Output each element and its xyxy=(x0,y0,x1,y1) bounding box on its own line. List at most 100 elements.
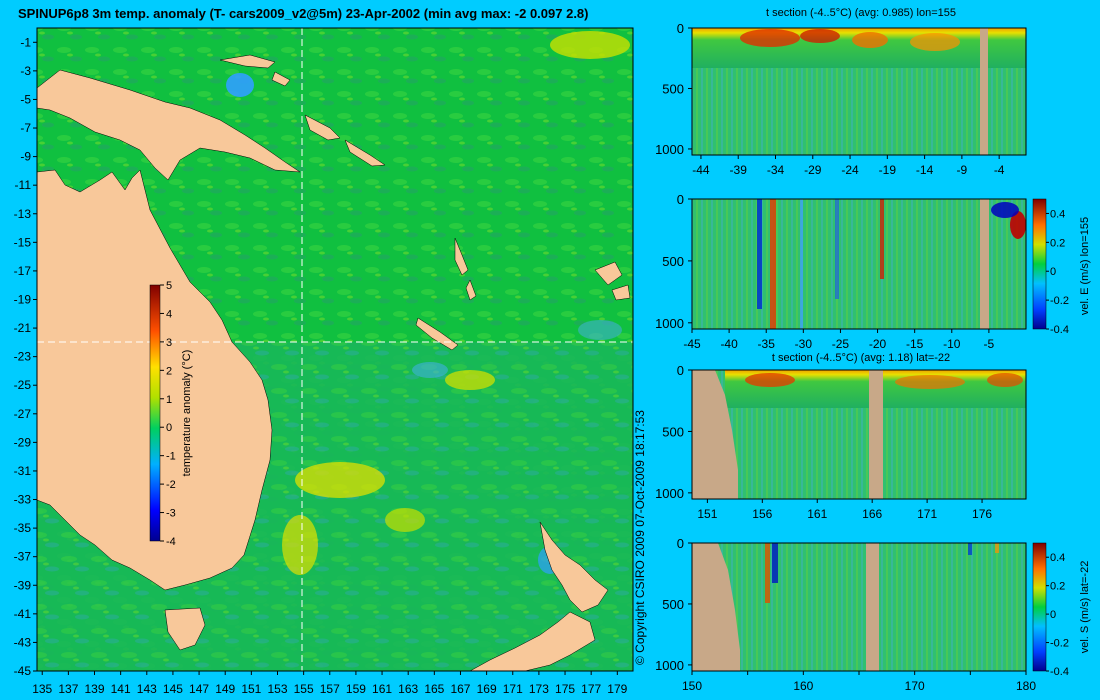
x-tick-label: 159 xyxy=(346,682,366,696)
x-tick-label: 143 xyxy=(137,682,157,696)
x-tick-label: -40 xyxy=(720,337,738,351)
panel2-streak-neg xyxy=(757,199,762,309)
colorbar-tick-label: -4 xyxy=(166,536,176,548)
land-solomon-islands xyxy=(304,114,386,167)
land-tasmania xyxy=(164,607,206,651)
y-tick-label: -29 xyxy=(14,435,32,449)
colorbar-tick-label: 0 xyxy=(1050,266,1056,278)
panel3-warm-core xyxy=(895,375,965,389)
y-tick-label: -35 xyxy=(14,521,32,535)
colorbar-tick-label: -0.2 xyxy=(1050,295,1069,307)
map-title: SPINUP6p8 3m temp. anomaly (T- cars2009_… xyxy=(18,6,589,21)
panel3-frame xyxy=(691,369,1027,500)
y-tick-label: -5 xyxy=(20,92,31,106)
panel4-land-mask xyxy=(692,543,740,671)
cool-anomaly xyxy=(226,73,254,97)
cool-anomaly xyxy=(412,362,448,378)
y-tick-label: 0 xyxy=(677,192,684,207)
panel3-warm-core xyxy=(987,373,1023,387)
y-tick-label: -45 xyxy=(14,664,32,678)
panel1-plot xyxy=(691,27,1027,156)
y-tick-label: 500 xyxy=(662,597,684,612)
x-tick-label: -15 xyxy=(906,337,924,351)
panel2-axes: 0 500 1000 -45 -40 -35 -30 -25 -20 -15 -10 -5 xyxy=(655,192,994,351)
colorbar-ticks: 0.4 0.2 0 -0.2 -0.4 xyxy=(1046,208,1069,336)
colorbar-label: temperature anomaly (°C) xyxy=(181,350,193,477)
x-tick-label: 156 xyxy=(752,507,772,521)
y-tick-label: -19 xyxy=(14,292,32,306)
x-tick-label: 150 xyxy=(682,679,702,693)
panel3-land-mask xyxy=(869,370,883,499)
x-tick-label: -10 xyxy=(943,337,961,351)
colorbar-tick-label: -0.4 xyxy=(1050,666,1069,678)
y-tick-label: 500 xyxy=(662,424,684,439)
x-tick-label: -19 xyxy=(879,163,897,177)
panel2-plot xyxy=(691,198,1027,330)
warm-anomaly xyxy=(385,508,425,532)
panel1-warm-core xyxy=(852,32,888,48)
x-tick-label: -14 xyxy=(916,163,934,177)
x-tick-label: 151 xyxy=(697,507,717,521)
colorbar-label: vel. E (m/s) lon=155 xyxy=(1079,217,1091,315)
y-tick-label: 1000 xyxy=(655,486,684,501)
y-tick-label: -31 xyxy=(14,464,32,478)
colorbar-gradient xyxy=(1032,542,1047,672)
x-tick-label: 145 xyxy=(163,682,183,696)
panel4-plot xyxy=(691,542,1027,672)
x-tick-label: -9 xyxy=(957,163,968,177)
panel2-frame xyxy=(691,198,1027,330)
x-tick-label: 175 xyxy=(555,682,575,696)
y-tick-label: -41 xyxy=(14,607,32,621)
panel1-land-mask xyxy=(980,28,988,155)
x-tick-label: 166 xyxy=(862,507,882,521)
panel4-axes: 0 500 1000 150 160 170 180 xyxy=(655,536,1036,693)
x-tick-label: 161 xyxy=(372,682,392,696)
panel2-streak-pos xyxy=(770,199,776,329)
x-tick-label: -29 xyxy=(804,163,822,177)
y-tick-label: 1000 xyxy=(655,658,684,673)
copyright-text: © Copyright CSIRO 2009 07-Oct-2009 18:17… xyxy=(633,410,647,665)
colorbar-gradient xyxy=(1032,198,1047,330)
panel4-streak-neg xyxy=(772,543,778,583)
y-tick-label: -39 xyxy=(14,578,32,592)
colorbar-tick-label: 1 xyxy=(166,394,172,406)
panel2-colorbar: 0.4 0.2 0 -0.2 -0.4 vel. E (m/s) lon=155 xyxy=(1032,198,1091,336)
colorbar-tick-label: 0.4 xyxy=(1050,208,1065,220)
colorbar-tick-label: 3 xyxy=(166,337,172,349)
colorbar-tick-label: -2 xyxy=(166,479,176,491)
y-tick-label: -3 xyxy=(20,64,31,78)
panel2-streak-neg xyxy=(835,199,839,299)
y-tick-label: -21 xyxy=(14,321,32,335)
x-tick-label: 139 xyxy=(84,682,104,696)
panel3-axes: 0 500 1000 151 156 161 166 171 176 xyxy=(655,363,992,521)
y-tick-label: -17 xyxy=(14,264,32,278)
warm-anomaly xyxy=(550,31,630,59)
y-tick-label: -43 xyxy=(14,635,32,649)
panel4-land-mask xyxy=(866,543,879,671)
colorbar-gradient xyxy=(149,284,161,542)
x-tick-label: 135 xyxy=(32,682,52,696)
panel2-streak-neg xyxy=(800,199,803,329)
colorbar-tick-label: 2 xyxy=(166,365,172,377)
warm-anomaly xyxy=(445,370,495,390)
land-new-zealand-north xyxy=(539,521,609,613)
land-new-guinea xyxy=(36,69,301,181)
y-tick-label: 500 xyxy=(662,254,684,269)
x-tick-label: 177 xyxy=(581,682,601,696)
map-colorbar: 5 4 3 2 1 0 -1 -2 -3 -4 temperature anomaly (°C) xyxy=(149,280,193,548)
panel1-frame xyxy=(691,27,1027,156)
y-tick-label: -25 xyxy=(14,378,32,392)
x-tick-label: 171 xyxy=(503,682,523,696)
x-tick-label: 167 xyxy=(450,682,470,696)
panel4-colorbar: 0.4 0.2 0 -0.2 -0.4 vel. S (m/s) lat=-22 xyxy=(1032,542,1091,678)
x-tick-label: 173 xyxy=(529,682,549,696)
colorbar-tick-label: 0.2 xyxy=(1050,237,1065,249)
x-tick-label: -20 xyxy=(869,337,887,351)
map-frame xyxy=(36,27,634,672)
colorbar-tick-label: 5 xyxy=(166,280,172,292)
y-tick-label: -7 xyxy=(20,121,31,135)
x-tick-label: 155 xyxy=(294,682,314,696)
x-tick-label: -35 xyxy=(758,337,776,351)
panel3-title: t section (-4..5°C) (avg: 1.18) lat=-22 xyxy=(772,352,950,364)
x-tick-label: 137 xyxy=(58,682,78,696)
